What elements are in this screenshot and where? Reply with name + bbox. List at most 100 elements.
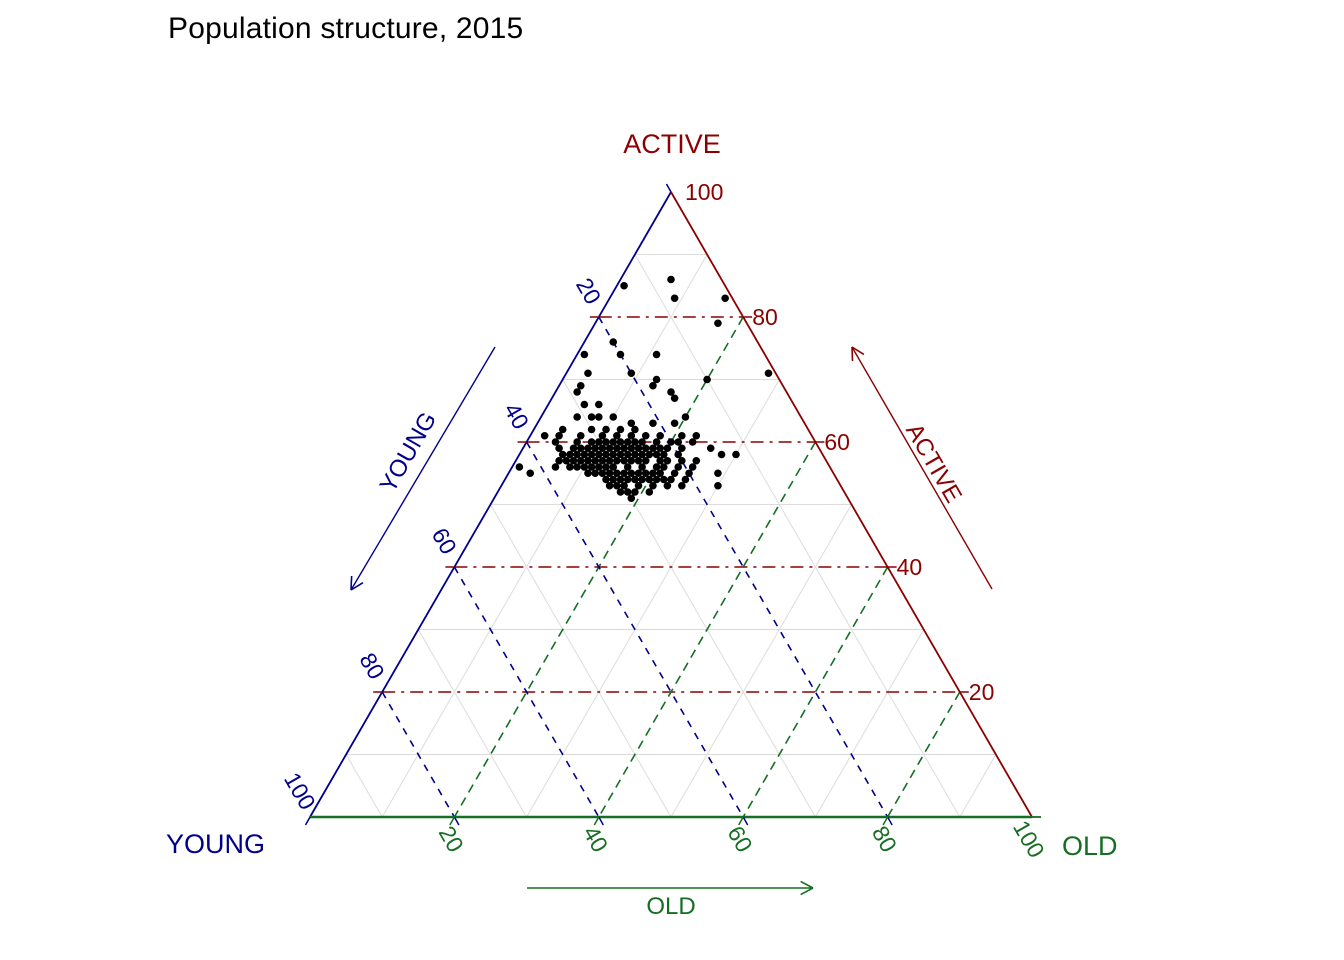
data-point [717,450,726,459]
data-point [555,431,563,440]
data-point [764,369,773,378]
data-point [602,438,610,446]
data-point [580,450,589,459]
data-point [627,369,636,378]
data-point [656,469,664,478]
bottom-axis-title: OLD [1062,831,1118,861]
data-point [587,463,596,471]
young-gridline [381,691,456,818]
old-gridline [598,441,817,818]
data-point [623,463,632,471]
data-point [678,431,686,440]
data-point [616,438,625,446]
data-point [623,488,632,496]
data-point [620,281,628,290]
active-axis-arrow-head [851,346,854,362]
left-axis-tick-label: 40 [499,398,534,433]
data-point [634,481,643,490]
minor-gridline [634,254,961,818]
data-point [620,444,628,453]
data-point [573,413,581,421]
data-point [634,444,643,453]
data-point [609,463,618,471]
minor-gridline [670,504,852,818]
data-point [609,438,618,446]
data-point [587,413,596,421]
data-point [587,450,596,459]
data-point [663,444,672,453]
data-point [580,463,589,471]
generated-plot-layers: 20 40 60 80 100 100 80 60 40 20 20 40 60 80 100 [279,179,1050,896]
data-point [515,463,524,471]
data-point [595,400,603,409]
data-point [678,456,686,465]
data-point [645,475,654,484]
data-point [670,469,679,478]
data-point [573,463,581,471]
data-point [631,450,639,459]
data-point [641,444,650,453]
right-axis-tick-label: 80 [752,304,778,330]
young-gridline [525,441,744,818]
minor-gridline [814,629,925,818]
data-point [681,413,690,421]
data-point [627,419,636,428]
data-point [602,425,610,434]
data-point [587,425,596,434]
data-point [638,475,646,484]
data-point [641,469,650,478]
young-axis-arrow-head [350,575,353,591]
data-point [670,294,679,303]
data-point [685,469,693,478]
left-corner-tick [304,816,311,826]
data-point [526,469,535,478]
data-point [667,475,675,484]
chart-title: Population structure, 2015 [168,12,524,45]
data-point [551,438,560,446]
data-point [714,319,722,328]
data-point [721,294,729,303]
data-point [605,444,614,453]
data-point [620,469,628,478]
data-point [595,463,603,471]
data-point [613,444,621,453]
data-point [674,463,683,471]
data-point [649,469,657,478]
data-point [573,388,581,396]
data-point [631,488,639,496]
data-point [620,456,628,465]
data-point [631,425,639,434]
data-point [645,488,654,496]
data-point [703,375,711,384]
bottom-axis-tick-label: 20 [434,821,469,856]
data-point [627,469,636,478]
active-axis-arrow-head [851,346,865,356]
data-point [616,425,625,434]
right-axis-tick-label: 40 [897,554,923,580]
data-point [580,350,589,359]
young-axis-arrow [350,346,496,591]
data-point [652,350,661,359]
old-axis-arrow-head [800,887,814,896]
right-axis-tick-label: 20 [969,679,995,705]
data-point [638,450,646,459]
data-point [584,369,592,378]
data-point [609,338,618,346]
data-point [652,475,661,484]
data-point [656,444,664,453]
data-point [652,463,661,471]
data-point [555,456,563,465]
data-point [674,450,683,459]
data-point [540,431,549,440]
data-point [649,381,657,390]
right-axis-tick-label: 60 [824,429,850,455]
right-axis-tick-label: 100 [685,179,723,205]
data-point [613,481,621,490]
data-point [598,431,607,440]
bottom-axis-tick [598,816,604,826]
data-point [605,481,614,490]
minor-gridline [381,254,708,818]
data-point [627,456,636,465]
data-point [688,463,697,471]
